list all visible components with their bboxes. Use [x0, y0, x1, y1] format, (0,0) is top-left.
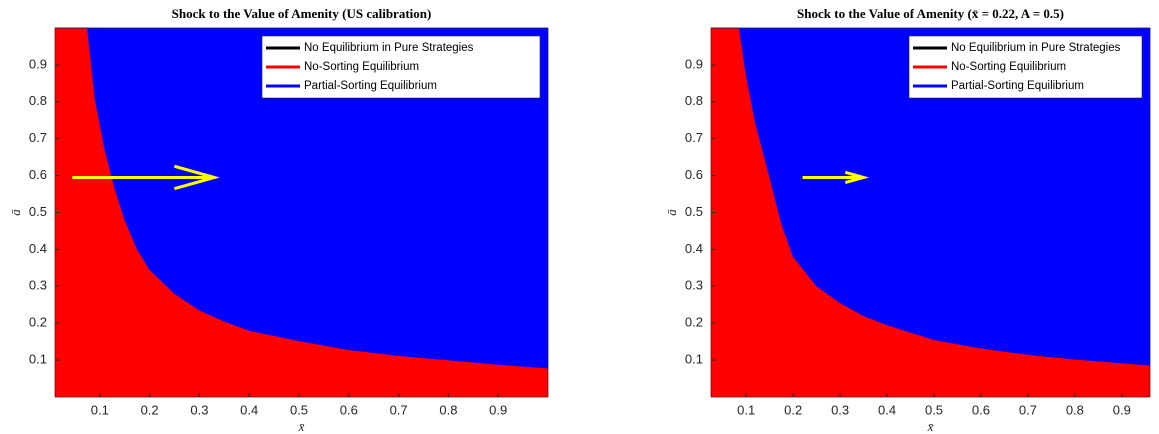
y-tick-label: 0.6	[685, 167, 703, 182]
x-tick-label: 0.7	[1019, 402, 1037, 417]
legend-box	[908, 35, 1143, 99]
y-tick-label: 0.4	[685, 241, 703, 256]
arrow-head	[844, 170, 870, 185]
y-tick-label: 0.3	[685, 278, 703, 293]
region	[711, 27, 1151, 366]
x-tick-label: 0.9	[1113, 402, 1131, 417]
y-tick-label: 0.1	[685, 352, 703, 367]
chart: 0.1 0.2 0.3 0.4 0.5 0.6 0.7 0.8 0.9 0.1 0.2 0.3 0.4 0…	[8, 6, 549, 434]
x-tick-label: 0.3	[831, 402, 849, 417]
x-tick-label: 0.2	[141, 402, 159, 417]
region	[55, 27, 549, 369]
y-tick-label: 0.1	[29, 352, 47, 367]
arrow	[72, 164, 220, 191]
chart-title: Shock to the Value of Amenity (x̄ = 0.22…	[797, 6, 1064, 21]
x-tick-label: 0.3	[190, 402, 208, 417]
chart: 0.1 0.2 0.3 0.4 0.5 0.6 0.7 0.8 0.9 0.1 0.2 0.3 0.4 0…	[664, 6, 1151, 434]
x-tick-label: 0.4	[240, 402, 258, 417]
x-tick-label: 0.9	[489, 402, 507, 417]
chart-title: Shock to the Value of Amenity (US calibr…	[172, 6, 432, 21]
x-axis-label: x̄	[298, 419, 305, 434]
y-tick-label: 0.8	[29, 93, 47, 108]
legend: No Equilibrium in Pure Strategies No-Sort…	[261, 35, 541, 99]
y-tick-label: 0.3	[29, 278, 47, 293]
y-tick-label: 0.9	[29, 56, 47, 71]
y-tick-label: 0.5	[685, 204, 703, 219]
legend-box	[261, 35, 541, 99]
legend-label: No Equilibrium in Pure Strategies	[304, 42, 474, 54]
y-tick-label: 0.8	[685, 93, 703, 108]
legend-label: No-Sorting Equilibrium	[304, 61, 419, 73]
x-tick-label: 0.6	[340, 402, 358, 417]
y-tick-label: 0.2	[29, 315, 47, 330]
x-tick-label: 0.5	[925, 402, 943, 417]
x-tick-label: 0.8	[439, 402, 457, 417]
x-tick-label: 0.6	[972, 402, 990, 417]
y-tick-label: 0.2	[685, 315, 703, 330]
legend: No Equilibrium in Pure Strategies No-Sort…	[908, 35, 1143, 99]
y-tick-label: 0.4	[29, 241, 47, 256]
x-tick-label: 0.4	[878, 402, 896, 417]
y-tick-label: 0.6	[29, 167, 47, 182]
x-tick-label: 0.1	[737, 402, 755, 417]
y-tick-label: 0.9	[685, 56, 703, 71]
x-tick-label: 0.7	[390, 402, 408, 417]
y-axis-label: ā	[664, 209, 679, 216]
legend-label: No Equilibrium in Pure Strategies	[951, 42, 1121, 54]
arrow	[802, 170, 870, 185]
y-axis-label: ā	[8, 209, 23, 216]
x-axis-label: x̄	[927, 419, 934, 434]
x-tick-label: 0.5	[290, 402, 308, 417]
legend-label: Partial-Sorting Equilibrium	[951, 80, 1084, 92]
y-tick-label: 0.7	[685, 130, 703, 145]
y-tick-label: 0.5	[29, 204, 47, 219]
legend-label: No-Sorting Equilibrium	[951, 61, 1066, 73]
x-tick-label: 0.1	[91, 402, 109, 417]
x-tick-label: 0.2	[784, 402, 802, 417]
arrow-head	[173, 164, 220, 191]
legend-label: Partial-Sorting Equilibrium	[304, 80, 437, 92]
x-tick-label: 0.8	[1066, 402, 1084, 417]
y-tick-label: 0.7	[29, 130, 47, 145]
